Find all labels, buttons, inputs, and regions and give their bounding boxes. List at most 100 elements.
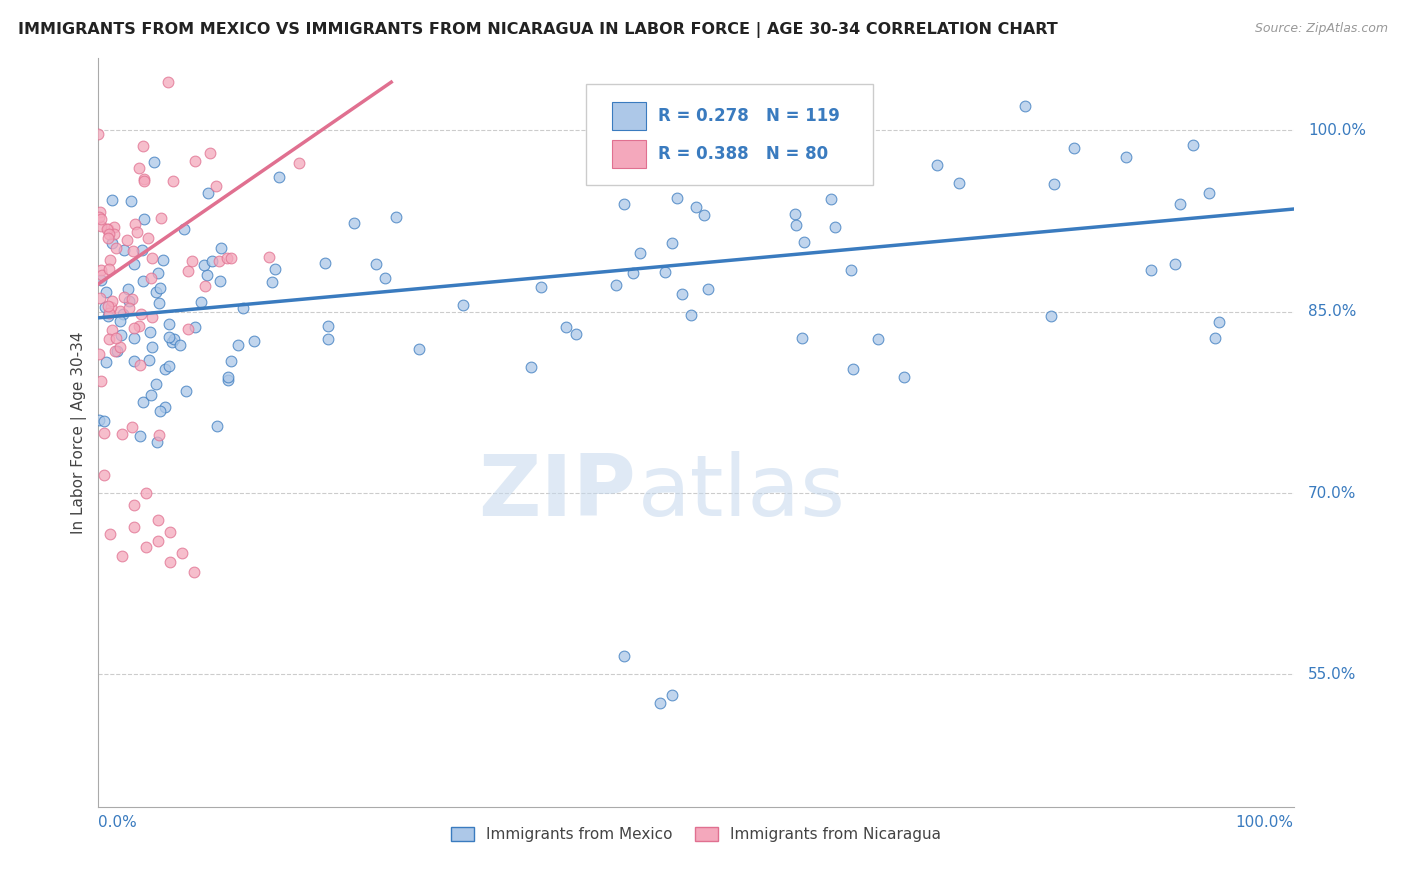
Point (97, 299, 120, 313)
Point (121, 292, 143, 306)
Point (190, 295, 212, 310)
Point (117, 282, 139, 296)
Point (103, 220, 125, 235)
Point (100, 300, 122, 314)
Point (748, 166, 770, 180)
Point (124, 520, 146, 534)
Point (1198, 186, 1220, 200)
Point (183, 565, 205, 579)
Point (87, 346, 110, 360)
Point (194, 279, 217, 293)
Point (824, 220, 846, 235)
Point (1208, 315, 1230, 329)
Point (316, 332, 339, 346)
Point (134, 172, 156, 186)
Text: IMMIGRANTS FROM MEXICO VS IMMIGRANTS FROM NICARAGUA IN LABOR FORCE | AGE 30-34 C: IMMIGRANTS FROM MEXICO VS IMMIGRANTS FRO… (18, 22, 1059, 38)
Point (148, 534, 170, 549)
Point (868, 332, 890, 346)
Point (93, 414, 115, 428)
Point (159, 555, 181, 569)
Legend: Immigrants from Mexico, Immigrants from Nicaragua: Immigrants from Mexico, Immigrants from … (444, 821, 948, 848)
Point (125, 225, 148, 239)
Point (97, 332, 120, 346)
Point (90, 262, 112, 277)
Point (228, 338, 250, 352)
Point (153, 362, 176, 376)
Point (1182, 138, 1205, 153)
Point (520, 360, 543, 375)
Point (169, 337, 191, 351)
Point (124, 498, 146, 512)
Point (565, 327, 588, 342)
Point (89, 292, 111, 306)
Point (204, 179, 226, 194)
Point (110, 340, 132, 354)
Point (820, 192, 842, 206)
Point (101, 323, 124, 337)
Text: Source: ZipAtlas.com: Source: ZipAtlas.com (1254, 22, 1388, 36)
Point (316, 319, 339, 334)
Point (129, 358, 152, 372)
Point (685, 200, 707, 214)
Text: 0.0%: 0.0% (98, 814, 138, 830)
Point (104, 241, 127, 255)
Point (97, 262, 120, 277)
Point (621, 265, 644, 279)
Point (98, 306, 121, 320)
Point (112, 307, 135, 321)
Point (195, 268, 218, 282)
Point (364, 257, 387, 271)
Point (232, 301, 254, 315)
Point (267, 169, 290, 184)
Point (110, 314, 132, 328)
Point (120, 194, 142, 208)
Point (661, 688, 683, 702)
Point (87, 413, 110, 427)
Point (124, 331, 146, 345)
Point (97, 231, 120, 245)
Text: 85.0%: 85.0% (1308, 304, 1357, 319)
Point (148, 513, 170, 527)
Point (148, 428, 170, 442)
Point (132, 174, 155, 188)
Point (131, 243, 153, 257)
Point (136, 231, 159, 245)
Point (145, 285, 167, 300)
Point (148, 404, 170, 418)
Point (1164, 257, 1187, 271)
Text: 55.0%: 55.0% (1308, 667, 1357, 681)
Point (628, 246, 651, 260)
Point (205, 418, 228, 433)
Point (184, 154, 207, 169)
Point (1168, 197, 1191, 211)
Point (90, 374, 112, 388)
Point (263, 262, 285, 277)
Point (98, 252, 121, 267)
Text: atlas: atlas (637, 451, 845, 534)
Point (162, 334, 184, 349)
Point (925, 158, 948, 172)
Point (142, 155, 165, 169)
Point (87, 127, 110, 141)
Point (129, 428, 152, 442)
Point (1115, 150, 1137, 164)
Point (159, 317, 181, 331)
Point (177, 264, 200, 278)
Point (157, 75, 180, 89)
Point (697, 282, 720, 296)
Point (139, 388, 162, 402)
Point (693, 209, 716, 223)
Point (183, 319, 205, 334)
Point (162, 174, 184, 188)
Point (153, 401, 176, 415)
Point (314, 256, 336, 270)
Point (198, 145, 221, 160)
Point (163, 332, 186, 346)
Point (138, 353, 160, 368)
Point (374, 271, 396, 285)
Point (173, 222, 195, 236)
Point (841, 262, 863, 277)
Point (257, 250, 280, 264)
Point (149, 281, 172, 295)
Point (177, 322, 200, 336)
